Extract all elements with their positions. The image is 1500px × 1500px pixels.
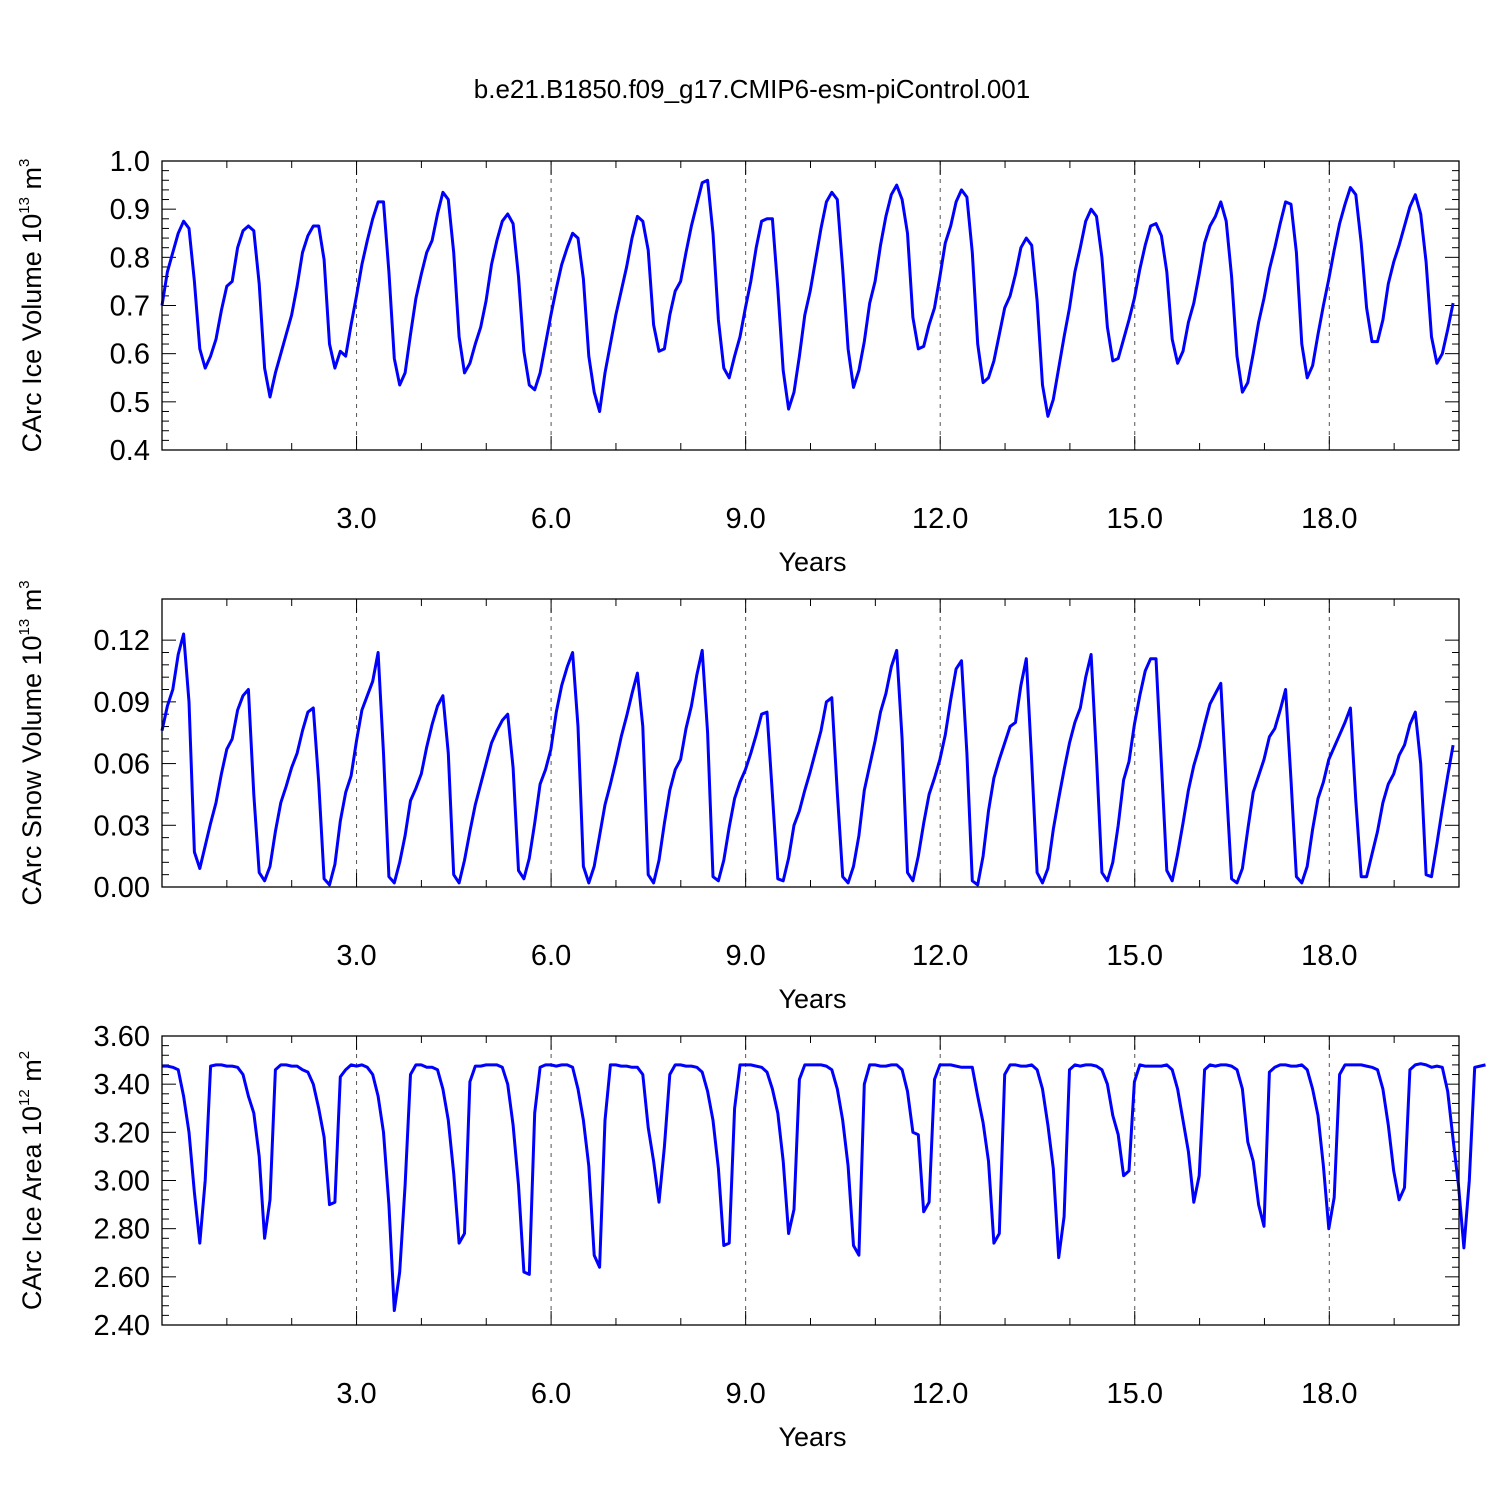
x-tick-label: 15.0	[1107, 1378, 1163, 1410]
y-tick-label: 0.8	[110, 242, 150, 274]
y-axis-label: CArc Ice Volume 1013 m3	[16, 159, 47, 453]
x-tick-label: 18.0	[1301, 503, 1357, 535]
figure-title: b.e21.B1850.f09_g17.CMIP6-esm-piControl.…	[474, 74, 1030, 104]
y-tick-label: 0.6	[110, 339, 150, 371]
x-tick-label: 18.0	[1301, 940, 1357, 972]
y-tick-label: 1.0	[110, 146, 150, 178]
plot-frame	[161, 160, 1460, 451]
panel-ice-volume: 0.4 0.5 0.6 0.7 0.8 0.9 1.0 3.0 6.0 9.0 12.0 15.0 18…	[16, 146, 1460, 577]
y-tick-label: 2.80	[94, 1214, 150, 1246]
y-tick-label: 0.7	[110, 291, 150, 323]
y-tick-label: 0.09	[94, 687, 150, 719]
y-tick-label: 2.60	[94, 1262, 150, 1294]
x-tick-label: 6.0	[531, 940, 571, 972]
y-tick-label: 0.00	[94, 872, 150, 904]
x-tick-label: 3.0	[336, 503, 376, 535]
x-tick-label: 9.0	[725, 940, 765, 972]
y-tick-label: 0.4	[110, 435, 150, 467]
y-tick-label: 3.40	[94, 1069, 150, 1101]
y-tick-label: 0.5	[110, 387, 150, 419]
x-axis-label: Years	[778, 1422, 846, 1452]
y-tick-label: 2.40	[94, 1310, 150, 1342]
x-tick-label: 9.0	[725, 1378, 765, 1410]
y-tick-label: 0.06	[94, 749, 150, 781]
series-line	[162, 1062, 1486, 1312]
x-tick-label: 15.0	[1107, 503, 1163, 535]
x-tick-label: 12.0	[912, 940, 968, 972]
x-tick-label: 12.0	[912, 1378, 968, 1410]
series-line	[160, 632, 1455, 887]
x-tick-label: 18.0	[1301, 1378, 1357, 1410]
x-tick-label: 12.0	[912, 503, 968, 535]
plot-frame	[161, 1035, 1460, 1326]
x-axis-label: Years	[778, 984, 846, 1014]
panel-snow-volume: 0.00 0.03 0.06 0.09 0.12 3.0 6.0 9.0 12.0 15.0 18.…	[16, 580, 1460, 1014]
plot-frame	[161, 598, 1460, 888]
y-tick-label: 0.03	[94, 810, 150, 842]
panel-ice-area: 2.40 2.60 2.80 3.00 3.20 3.40 3.60 3.0 6.0 9.0 12.…	[16, 1021, 1486, 1452]
y-tick-label: 0.12	[94, 625, 150, 657]
x-tick-label: 3.0	[336, 940, 376, 972]
series-line	[160, 178, 1455, 418]
y-tick-label: 3.00	[94, 1166, 150, 1198]
x-tick-label: 6.0	[531, 503, 571, 535]
x-tick-label: 9.0	[725, 503, 765, 535]
x-tick-label: 15.0	[1107, 940, 1163, 972]
y-axis-label: CArc Ice Area 1012 m2	[16, 1051, 47, 1310]
y-tick-label: 3.60	[94, 1021, 150, 1053]
y-axis-label: CArc Snow Volume 1013 m3	[16, 580, 47, 905]
y-tick-label: 0.9	[110, 194, 150, 226]
x-tick-label: 6.0	[531, 1378, 571, 1410]
y-tick-label: 3.20	[94, 1117, 150, 1149]
x-tick-label: 3.0	[336, 1378, 376, 1410]
x-axis-label: Years	[778, 547, 846, 577]
